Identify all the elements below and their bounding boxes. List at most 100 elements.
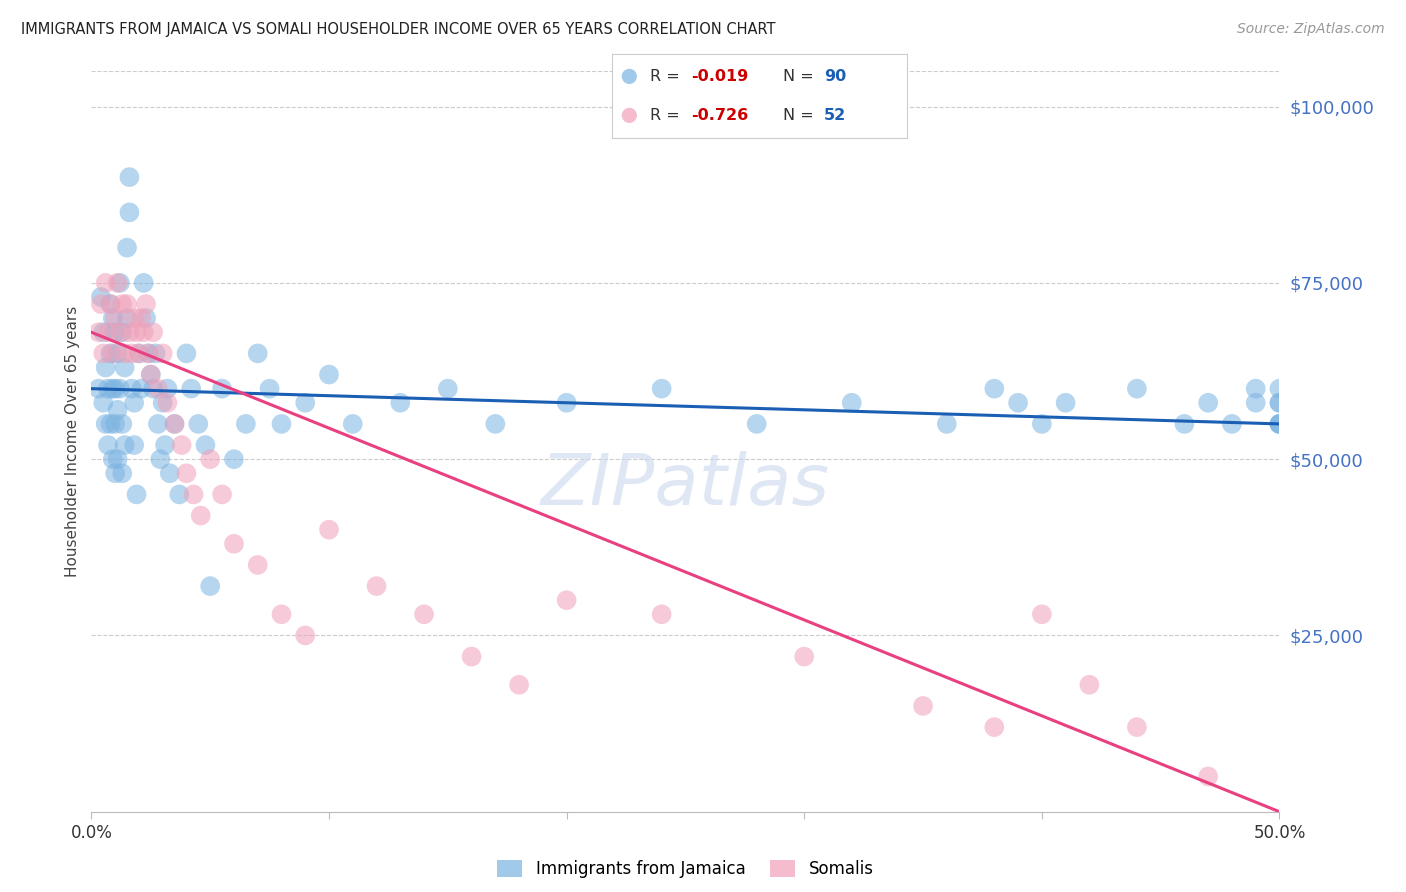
Point xyxy=(1031,417,1053,431)
Point xyxy=(1268,417,1291,431)
Point xyxy=(1126,382,1149,396)
Point xyxy=(841,396,863,410)
Point xyxy=(115,311,138,326)
Point xyxy=(129,311,152,326)
Point xyxy=(132,276,155,290)
Y-axis label: Householder Income Over 65 years: Householder Income Over 65 years xyxy=(65,306,80,577)
Point xyxy=(366,579,388,593)
Point xyxy=(107,346,129,360)
Point xyxy=(935,417,957,431)
Point xyxy=(111,325,134,339)
Point xyxy=(122,438,145,452)
Point xyxy=(156,382,179,396)
Point xyxy=(911,698,934,713)
Point xyxy=(1054,396,1077,410)
Point xyxy=(107,402,129,417)
Point xyxy=(125,487,148,501)
Point xyxy=(146,417,169,431)
Point xyxy=(101,382,124,396)
Point xyxy=(211,382,233,396)
Point xyxy=(91,396,114,410)
Point xyxy=(108,276,131,290)
Point xyxy=(104,325,127,339)
Point xyxy=(651,382,673,396)
Point xyxy=(270,607,292,622)
Point xyxy=(97,382,120,396)
Point xyxy=(138,346,160,360)
Point xyxy=(135,311,157,326)
Text: R =: R = xyxy=(650,69,685,84)
Point xyxy=(222,537,245,551)
Point xyxy=(194,438,217,452)
Point xyxy=(94,276,117,290)
Point xyxy=(1126,720,1149,734)
Text: 52: 52 xyxy=(824,108,846,123)
Point xyxy=(246,558,269,572)
Point xyxy=(508,678,530,692)
Point xyxy=(176,467,198,481)
Point xyxy=(1244,396,1267,410)
Point xyxy=(125,325,148,339)
Point xyxy=(114,360,136,375)
Point xyxy=(111,297,134,311)
Point xyxy=(1244,382,1267,396)
Text: N =: N = xyxy=(783,108,818,123)
Point xyxy=(1268,417,1291,431)
Point xyxy=(115,241,138,255)
Point xyxy=(1268,396,1291,410)
Point xyxy=(142,382,165,396)
Point xyxy=(107,276,129,290)
Text: -0.019: -0.019 xyxy=(692,69,748,84)
Point xyxy=(115,297,138,311)
Text: -0.726: -0.726 xyxy=(692,108,748,123)
Point xyxy=(114,346,136,360)
Point xyxy=(156,396,179,410)
Point xyxy=(107,452,129,467)
Point xyxy=(145,346,167,360)
Point xyxy=(122,311,145,326)
Point xyxy=(90,297,112,311)
Point xyxy=(259,382,281,396)
Point xyxy=(555,396,578,410)
Point xyxy=(235,417,257,431)
Point xyxy=(91,325,114,339)
Point xyxy=(97,325,120,339)
Point xyxy=(211,487,233,501)
Text: R =: R = xyxy=(650,108,685,123)
Point xyxy=(108,382,131,396)
Legend: Immigrants from Jamaica, Somalis: Immigrants from Jamaica, Somalis xyxy=(491,854,880,885)
Point xyxy=(118,325,141,339)
Point xyxy=(555,593,578,607)
Point xyxy=(128,346,150,360)
Point xyxy=(149,452,172,467)
Point xyxy=(100,297,122,311)
Point xyxy=(163,417,186,431)
Point xyxy=(342,417,364,431)
Point xyxy=(651,607,673,622)
Point xyxy=(135,297,157,311)
Point xyxy=(983,382,1005,396)
Point xyxy=(159,467,181,481)
Point xyxy=(132,325,155,339)
Point xyxy=(619,70,641,84)
Point xyxy=(183,487,205,501)
Text: N =: N = xyxy=(783,69,818,84)
Point xyxy=(318,368,340,382)
Point xyxy=(146,382,169,396)
Point xyxy=(139,368,162,382)
Point xyxy=(1268,382,1291,396)
Point xyxy=(413,607,436,622)
Point xyxy=(619,108,641,122)
Point xyxy=(142,325,165,339)
Point xyxy=(104,467,127,481)
Point xyxy=(91,346,114,360)
Point xyxy=(1197,769,1219,783)
Point xyxy=(163,417,186,431)
Point xyxy=(1173,417,1195,431)
Point xyxy=(104,382,127,396)
Point xyxy=(153,438,176,452)
Point xyxy=(200,452,222,467)
Point xyxy=(389,396,412,410)
Point xyxy=(1197,396,1219,410)
Point xyxy=(87,325,110,339)
